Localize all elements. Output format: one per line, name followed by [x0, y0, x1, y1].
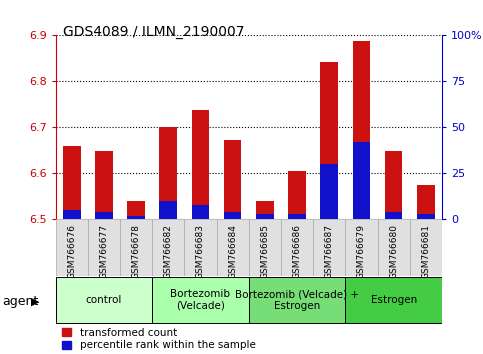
Text: GSM766680: GSM766680 — [389, 224, 398, 279]
Bar — [56, 219, 88, 276]
Bar — [313, 219, 345, 276]
Bar — [345, 277, 442, 323]
Bar — [288, 214, 306, 219]
Text: GSM766685: GSM766685 — [260, 224, 270, 279]
Bar — [56, 277, 152, 323]
Text: GSM766684: GSM766684 — [228, 224, 237, 279]
Bar — [224, 140, 242, 219]
Bar — [224, 212, 242, 219]
Bar — [192, 205, 209, 219]
Text: GSM766687: GSM766687 — [325, 224, 334, 279]
Bar — [152, 219, 185, 276]
Text: control: control — [85, 295, 122, 305]
Bar — [256, 201, 274, 219]
Bar — [288, 171, 306, 219]
Legend: transformed count, percentile rank within the sample: transformed count, percentile rank withi… — [61, 327, 256, 351]
Bar — [95, 212, 113, 219]
Text: GSM766686: GSM766686 — [293, 224, 301, 279]
Bar — [281, 219, 313, 276]
Bar — [378, 219, 410, 276]
Bar — [320, 62, 338, 219]
Bar — [417, 214, 435, 219]
Bar — [345, 219, 378, 276]
Bar — [353, 142, 370, 219]
Text: Bortezomib
(Velcade): Bortezomib (Velcade) — [170, 289, 230, 311]
Text: GSM766677: GSM766677 — [99, 224, 108, 279]
Bar — [88, 219, 120, 276]
Bar — [249, 219, 281, 276]
Bar — [120, 219, 152, 276]
Text: agent: agent — [2, 295, 39, 308]
Text: ▶: ▶ — [31, 297, 40, 307]
Text: GSM766678: GSM766678 — [131, 224, 141, 279]
Text: Estrogen: Estrogen — [370, 295, 417, 305]
Bar — [63, 210, 81, 219]
Text: GSM766676: GSM766676 — [67, 224, 76, 279]
Bar — [63, 146, 81, 219]
Bar — [216, 219, 249, 276]
Bar — [410, 219, 442, 276]
Bar — [353, 41, 370, 219]
Text: GSM766683: GSM766683 — [196, 224, 205, 279]
Bar — [127, 201, 145, 219]
Bar — [95, 152, 113, 219]
Bar — [385, 212, 402, 219]
Text: GSM766681: GSM766681 — [421, 224, 430, 279]
Text: Bortezomib (Velcade) +
Estrogen: Bortezomib (Velcade) + Estrogen — [235, 289, 359, 311]
Text: GSM766682: GSM766682 — [164, 224, 173, 279]
Bar — [127, 216, 145, 219]
Bar — [159, 127, 177, 219]
Bar — [159, 201, 177, 219]
Text: GDS4089 / ILMN_2190007: GDS4089 / ILMN_2190007 — [63, 25, 244, 39]
Bar — [192, 110, 209, 219]
Text: GSM766679: GSM766679 — [357, 224, 366, 279]
Bar — [385, 152, 402, 219]
Bar — [256, 214, 274, 219]
Bar — [152, 277, 249, 323]
Bar — [185, 219, 216, 276]
Bar — [249, 277, 345, 323]
Bar — [320, 164, 338, 219]
Bar — [417, 185, 435, 219]
